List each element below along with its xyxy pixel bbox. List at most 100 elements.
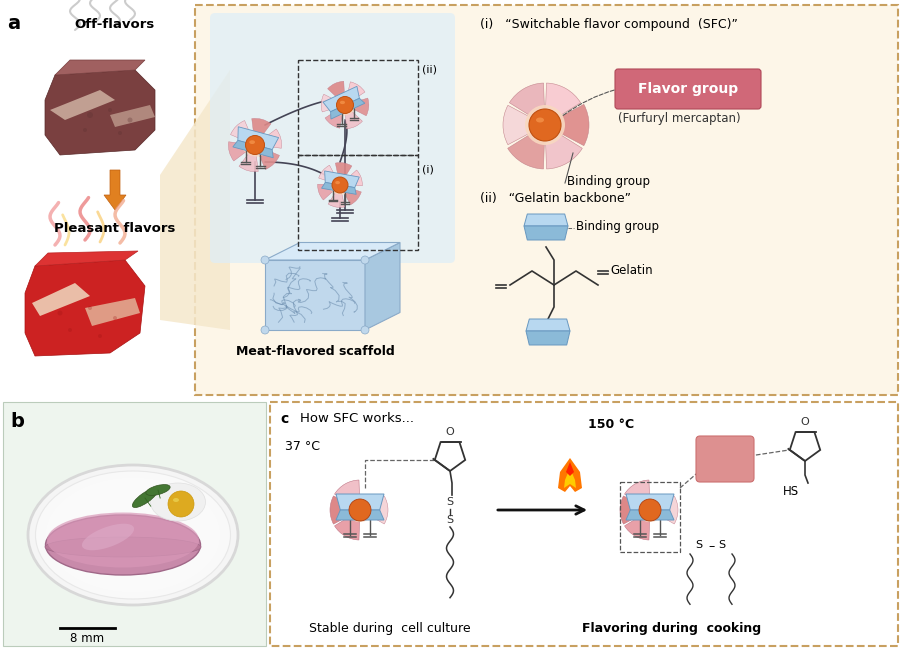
Circle shape	[348, 499, 371, 521]
Text: S: S	[446, 515, 453, 525]
Text: O: O	[800, 417, 808, 427]
Wedge shape	[254, 145, 280, 169]
Polygon shape	[321, 182, 355, 195]
Ellipse shape	[133, 488, 158, 508]
Circle shape	[529, 109, 560, 141]
Text: a: a	[7, 14, 20, 33]
Bar	[3, 402, 266, 646]
Wedge shape	[345, 98, 368, 116]
Polygon shape	[523, 226, 567, 240]
Text: Binding group: Binding group	[566, 175, 649, 188]
Text: Gelatin: Gelatin	[610, 264, 652, 277]
Text: S: S	[695, 540, 702, 550]
FancyBboxPatch shape	[695, 436, 753, 482]
Wedge shape	[252, 118, 271, 145]
Wedge shape	[624, 510, 649, 540]
Circle shape	[336, 96, 353, 113]
Text: (i)   “Switchable flavor compound  (SFC)”: (i) “Switchable flavor compound (SFC)”	[480, 18, 737, 31]
Text: b: b	[10, 412, 23, 431]
Ellipse shape	[45, 515, 200, 575]
Polygon shape	[625, 494, 673, 510]
Polygon shape	[160, 70, 230, 330]
Text: HS: HS	[782, 485, 798, 498]
Polygon shape	[237, 127, 279, 150]
Text: S: S	[717, 540, 724, 550]
Ellipse shape	[146, 484, 170, 495]
Wedge shape	[329, 496, 360, 524]
Polygon shape	[264, 243, 400, 260]
Circle shape	[68, 328, 72, 332]
Wedge shape	[334, 510, 360, 540]
Text: How SFC works...: How SFC works...	[299, 412, 413, 425]
Text: 8 mm: 8 mm	[69, 632, 104, 645]
Circle shape	[261, 326, 269, 334]
Ellipse shape	[47, 512, 198, 568]
Wedge shape	[325, 105, 345, 128]
Circle shape	[127, 117, 133, 122]
Ellipse shape	[635, 498, 663, 522]
Wedge shape	[620, 496, 649, 524]
Wedge shape	[509, 83, 545, 125]
Text: Flavor group: Flavor group	[637, 82, 737, 96]
Polygon shape	[566, 462, 574, 476]
Wedge shape	[334, 480, 360, 510]
Polygon shape	[330, 98, 364, 119]
Polygon shape	[55, 60, 145, 75]
Wedge shape	[345, 82, 364, 105]
Ellipse shape	[249, 140, 254, 144]
Ellipse shape	[339, 101, 345, 104]
Ellipse shape	[173, 498, 179, 502]
Wedge shape	[239, 145, 258, 172]
Circle shape	[108, 108, 112, 112]
Polygon shape	[233, 141, 273, 158]
Ellipse shape	[45, 537, 201, 557]
Text: (Furfuryl mercaptan): (Furfuryl mercaptan)	[617, 112, 740, 125]
Polygon shape	[32, 283, 90, 316]
Wedge shape	[230, 120, 254, 145]
Text: Stable during  cell culture: Stable during cell culture	[308, 622, 470, 635]
Ellipse shape	[345, 498, 373, 522]
Text: Binding group: Binding group	[575, 220, 658, 233]
Wedge shape	[624, 480, 649, 510]
Text: Off-flavors: Off-flavors	[75, 18, 155, 31]
Wedge shape	[321, 94, 345, 112]
Polygon shape	[25, 260, 145, 356]
Wedge shape	[545, 104, 588, 146]
Wedge shape	[545, 83, 580, 125]
Polygon shape	[85, 298, 140, 326]
Polygon shape	[336, 494, 383, 510]
Text: –: –	[707, 540, 713, 553]
Polygon shape	[324, 171, 359, 187]
FancyArrow shape	[104, 170, 126, 210]
Circle shape	[361, 326, 369, 334]
Text: (ii)   “Gelatin backbone”: (ii) “Gelatin backbone”	[480, 192, 630, 205]
Circle shape	[118, 131, 122, 135]
Text: Flavoring during  cooking: Flavoring during cooking	[582, 622, 760, 635]
Ellipse shape	[28, 465, 238, 605]
Polygon shape	[45, 70, 155, 155]
Circle shape	[98, 334, 102, 338]
Text: Meat-flavored scaffold: Meat-flavored scaffold	[235, 345, 394, 358]
FancyBboxPatch shape	[614, 69, 760, 109]
Polygon shape	[526, 331, 569, 345]
Text: (i): (i)	[421, 165, 433, 175]
Bar	[195, 5, 897, 395]
Circle shape	[58, 311, 62, 316]
Ellipse shape	[524, 105, 565, 145]
Wedge shape	[228, 142, 254, 161]
Circle shape	[361, 256, 369, 264]
Circle shape	[168, 491, 194, 517]
Polygon shape	[35, 251, 138, 266]
Polygon shape	[625, 510, 673, 520]
Polygon shape	[557, 458, 582, 492]
Wedge shape	[340, 170, 362, 186]
Wedge shape	[318, 184, 340, 200]
Polygon shape	[110, 105, 155, 127]
Ellipse shape	[151, 483, 206, 521]
Wedge shape	[502, 105, 545, 145]
Circle shape	[113, 316, 117, 320]
Wedge shape	[545, 125, 582, 169]
Wedge shape	[327, 81, 345, 105]
Text: c: c	[280, 412, 288, 426]
Bar	[298, 60, 418, 155]
